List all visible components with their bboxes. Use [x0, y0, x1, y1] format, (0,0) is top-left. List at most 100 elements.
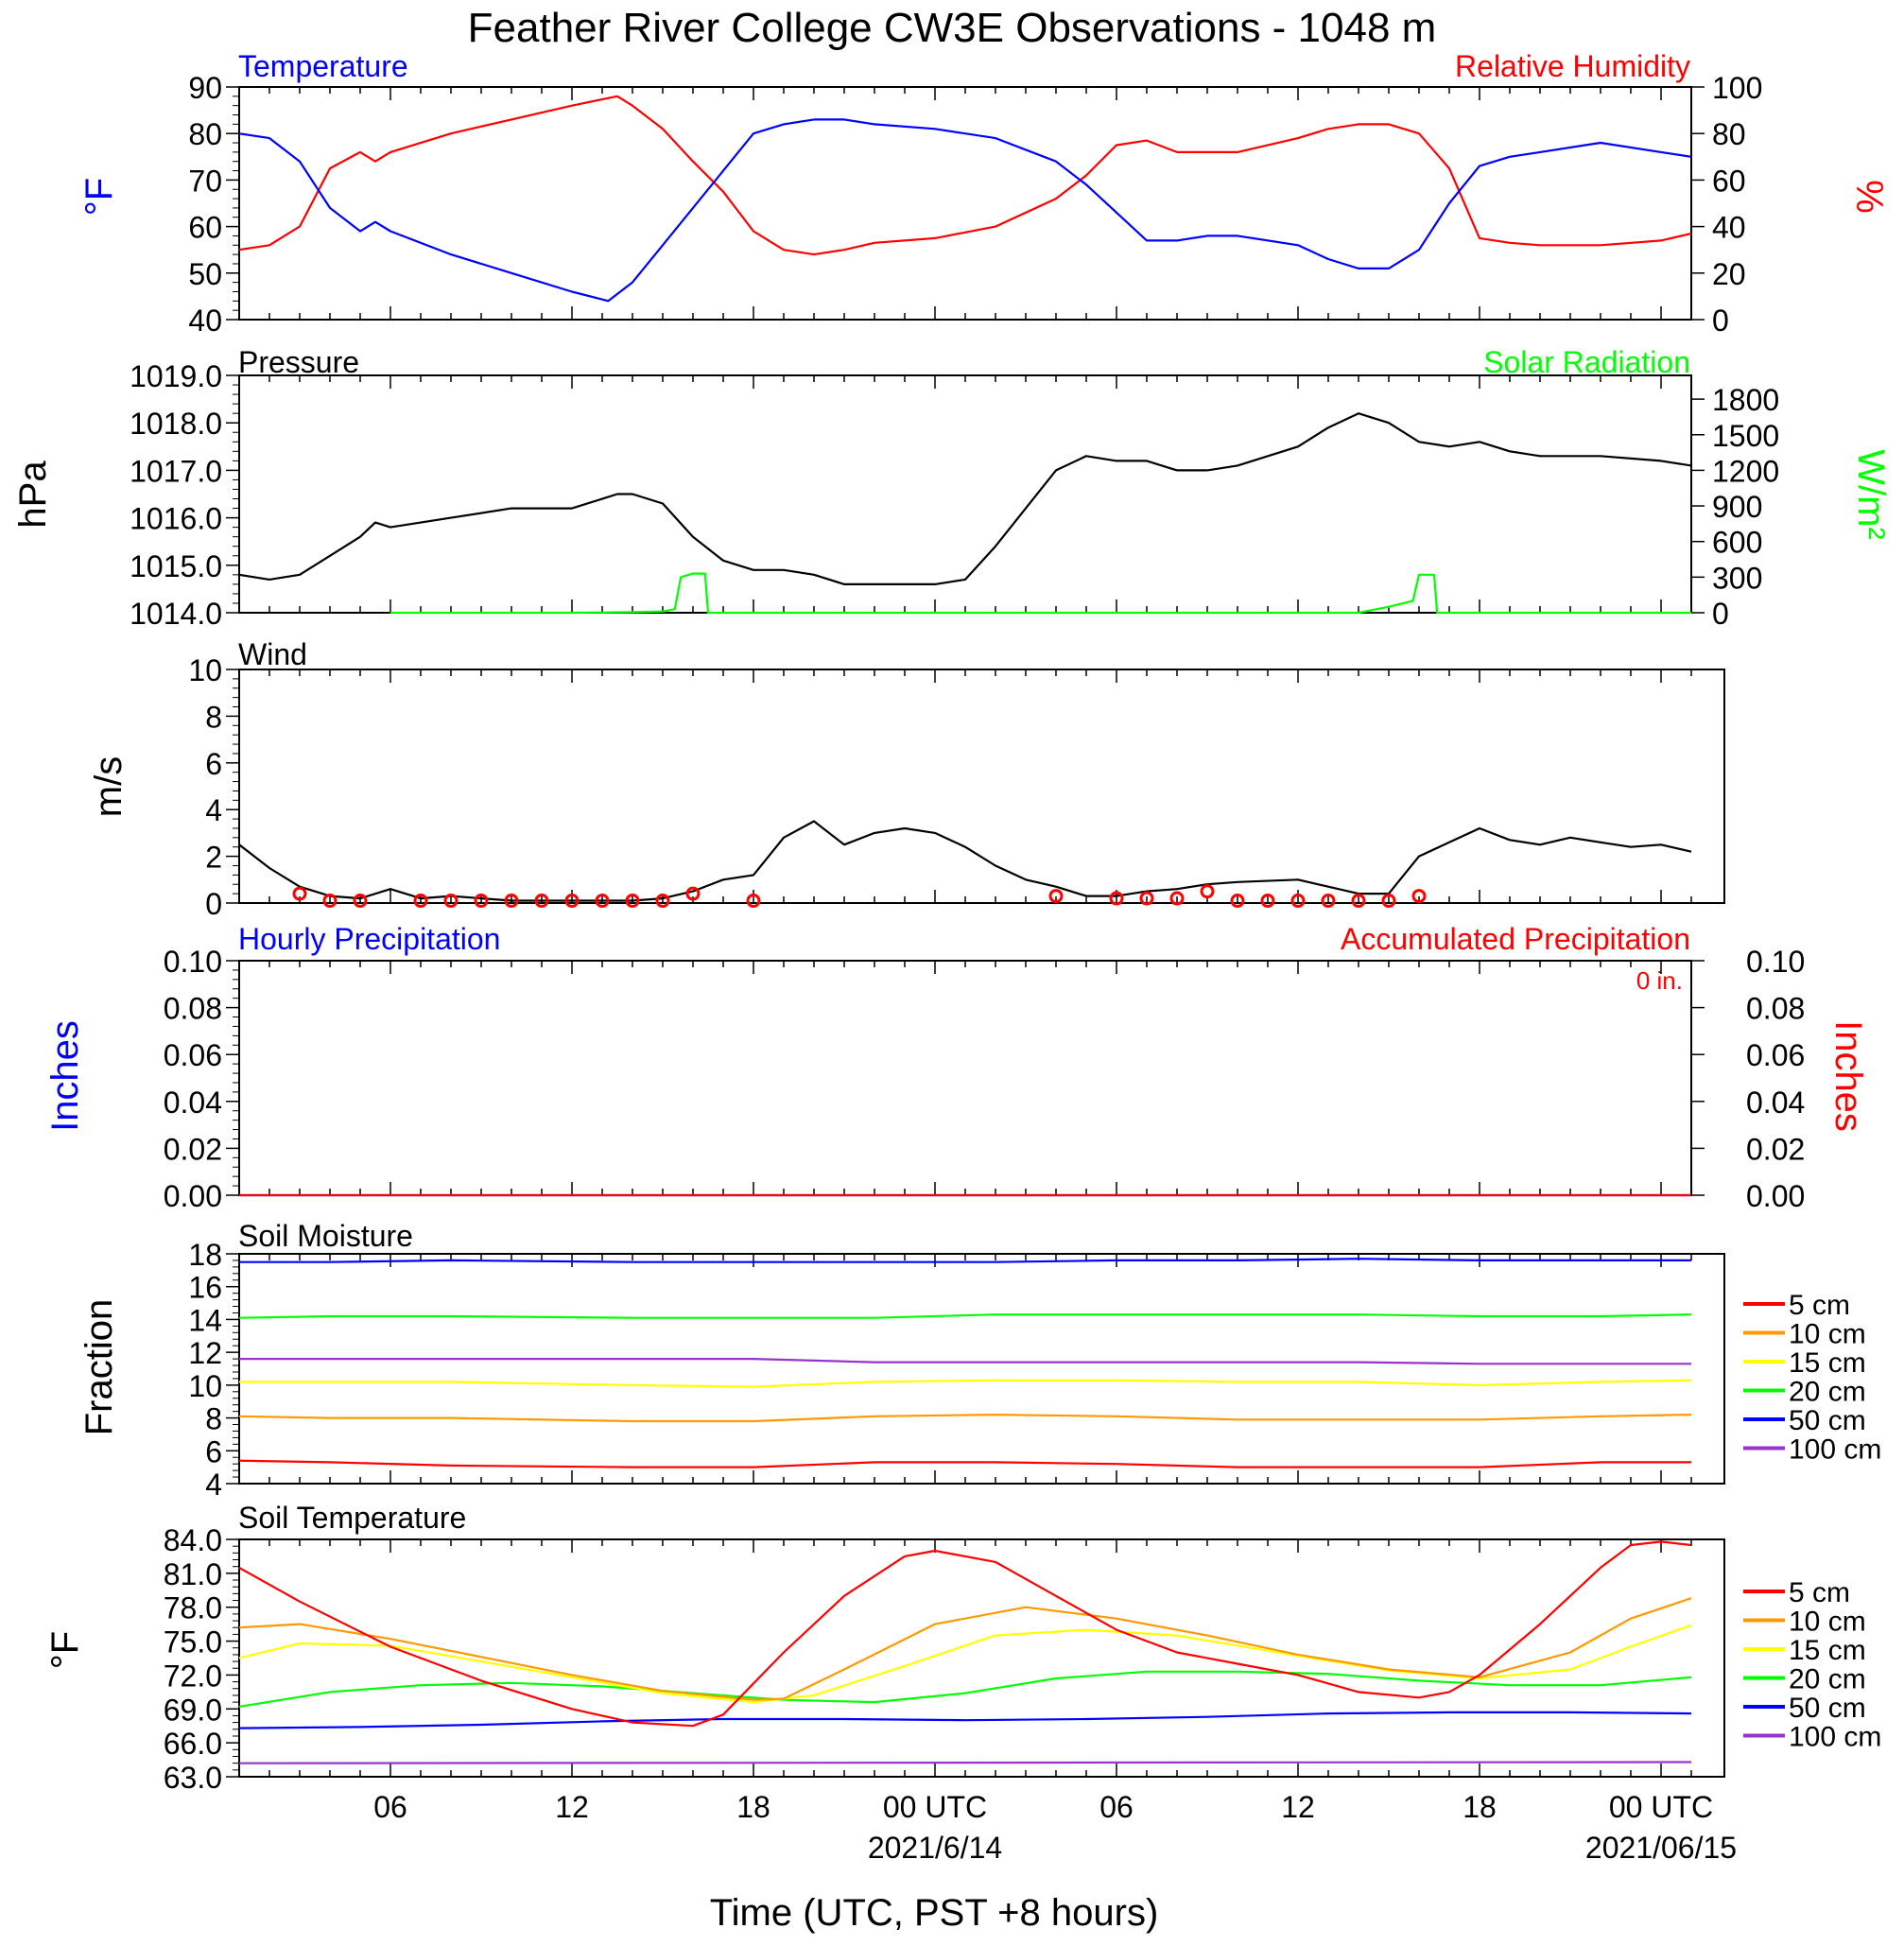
- series-line-5-cm: [238, 1540, 1692, 1728]
- y-tick-label: 80: [1712, 117, 1746, 151]
- soil-moisture-ylabel: Fraction: [78, 1299, 120, 1436]
- series-line-10-cm: [238, 1413, 1692, 1423]
- y-tick-label: 0.04: [164, 1086, 222, 1120]
- legend-label: 10 cm: [1789, 1319, 1866, 1350]
- y-tick-label: 6: [205, 1434, 222, 1468]
- y-tick-label: 80: [188, 117, 222, 151]
- y-tick-label: 50: [188, 257, 222, 291]
- y-tick-label: 1500: [1712, 419, 1779, 453]
- wind-calm-circle: [1290, 894, 1306, 909]
- wind-calm-circle: [1048, 889, 1064, 904]
- y-tick-label: 63.0: [164, 1761, 222, 1795]
- y-tick-label: 66.0: [164, 1727, 222, 1761]
- y-tick-label: 0.08: [1746, 992, 1805, 1026]
- y-tick-label: 12: [188, 1336, 222, 1370]
- y-tick-label: 900: [1712, 490, 1762, 524]
- y-tick-label: 90: [188, 71, 222, 105]
- legend-label: 20 cm: [1789, 1377, 1866, 1408]
- wind-calm-circle: [534, 894, 549, 909]
- y-tick-label: 4: [205, 793, 222, 827]
- wind-calm-circle: [1200, 884, 1215, 899]
- panel-frame-pressure: [238, 374, 1692, 614]
- series-pressure: [238, 412, 1692, 586]
- wind-calm-circle: [474, 894, 489, 909]
- series-soil-temp: [238, 1540, 1692, 1764]
- x-tick-label: 00 UTC: [1609, 1790, 1713, 1824]
- plot-frame: [238, 86, 1692, 321]
- wind-calm-circle: [655, 894, 670, 909]
- relative-humidity-ylabel: %: [1848, 180, 1890, 214]
- y-tick-label: 60: [188, 211, 222, 245]
- y-tick-label: 0.08: [164, 992, 222, 1026]
- y-tick-label: 0.06: [1746, 1038, 1805, 1072]
- series-line-50-cm: [239, 1258, 1691, 1263]
- y-tick-label: 8: [205, 1402, 222, 1436]
- legend-label: 5 cm: [1789, 1577, 1850, 1608]
- temperature-ylabel: °F: [78, 178, 120, 216]
- accumulated-precip-ylabel: Inches: [1827, 1020, 1869, 1132]
- wind-calm-circle: [1381, 894, 1396, 909]
- y-tick-label: 40: [188, 304, 222, 338]
- y-tick-label: 0.02: [1746, 1132, 1805, 1166]
- panel-frame-soilm: [238, 1253, 1725, 1485]
- wind-barb-markers: [292, 884, 1427, 909]
- y-tick-label: 0.00: [164, 1179, 222, 1213]
- wind-calm-circle: [1139, 891, 1154, 906]
- series-line-100-cm: [239, 1357, 1691, 1365]
- panel-wind: Wind m/s: [88, 637, 307, 817]
- accumulated-precip-title: Accumulated Precipitation: [1341, 922, 1690, 956]
- panel-pressure-solar: Pressure Solar Radiation hPa W/m²: [12, 345, 1892, 540]
- y-tick-label: 81.0: [164, 1557, 222, 1591]
- hourly-precip-title: Hourly Precipitation: [238, 922, 500, 956]
- series-line-20-cm: [238, 1313, 1692, 1319]
- series-line-solar-radiation: [390, 572, 1691, 615]
- panel-frame-wind: [238, 669, 1725, 904]
- series-rh: [238, 95, 1692, 256]
- y-tick-label: 1015.0: [130, 549, 222, 583]
- y-tick-label: 0.10: [1746, 945, 1805, 979]
- series-line-15-cm: [239, 1379, 1692, 1388]
- series-line-15-cm: [238, 1624, 1692, 1704]
- panel-precipitation: Hourly Precipitation Accumulated Precipi…: [44, 922, 1869, 1132]
- y-tick-label: 75.0: [164, 1625, 222, 1659]
- plot-frame: [238, 1253, 1725, 1485]
- y-tick-label: 84.0: [164, 1523, 222, 1557]
- wind-calm-circle: [1109, 891, 1124, 906]
- hourly-precip-ylabel: Inches: [44, 1020, 86, 1132]
- wind-calm-circle: [564, 894, 580, 909]
- legend-label: 50 cm: [1789, 1405, 1866, 1436]
- y-tick-label: 0.06: [164, 1038, 222, 1072]
- y-tick-label: 69.0: [164, 1693, 222, 1727]
- y-tick-label: 0.04: [1746, 1086, 1805, 1120]
- y-tick-label: 18: [188, 1238, 222, 1272]
- legend-label: 20 cm: [1789, 1664, 1866, 1695]
- y-tick-label: 2: [205, 841, 222, 875]
- panel-frame-precip: [238, 960, 1692, 1196]
- temperature-title: Temperature: [238, 49, 408, 83]
- wind-calm-circle: [625, 894, 640, 909]
- y-tick-label: 100: [1712, 71, 1762, 105]
- y-tick-label: 6: [205, 747, 222, 781]
- x-tick-label: 06: [373, 1790, 407, 1824]
- precip-total-label: 0 in.: [1636, 966, 1683, 995]
- x-axis-label: Time (UTC, PST +8 hours): [710, 1892, 1159, 1934]
- legend-label: 10 cm: [1789, 1607, 1866, 1638]
- pressure-ylabel: hPa: [12, 460, 54, 529]
- wind-calm-circle: [443, 894, 459, 909]
- x-tick-label: 18: [736, 1790, 770, 1824]
- soil-moisture-title: Soil Moisture: [238, 1219, 413, 1253]
- y-tick-label: 1014.0: [130, 597, 222, 631]
- plot-frame: [238, 669, 1725, 904]
- y-axis-left-wind: 10 8 6 4 2 0: [188, 653, 239, 921]
- wind-calm-circle: [746, 894, 761, 909]
- wind-calm-circle: [1411, 889, 1427, 904]
- legend-label: 15 cm: [1789, 1635, 1866, 1666]
- x-date-label: 2021/6/14: [868, 1831, 1002, 1865]
- solar-radiation-ylabel: W/m²: [1850, 449, 1892, 540]
- series-line-20-cm: [238, 1670, 1692, 1708]
- wind-calm-circle: [1351, 894, 1366, 909]
- y-tick-label: 14: [188, 1303, 222, 1337]
- y-tick-label: 300: [1712, 561, 1762, 595]
